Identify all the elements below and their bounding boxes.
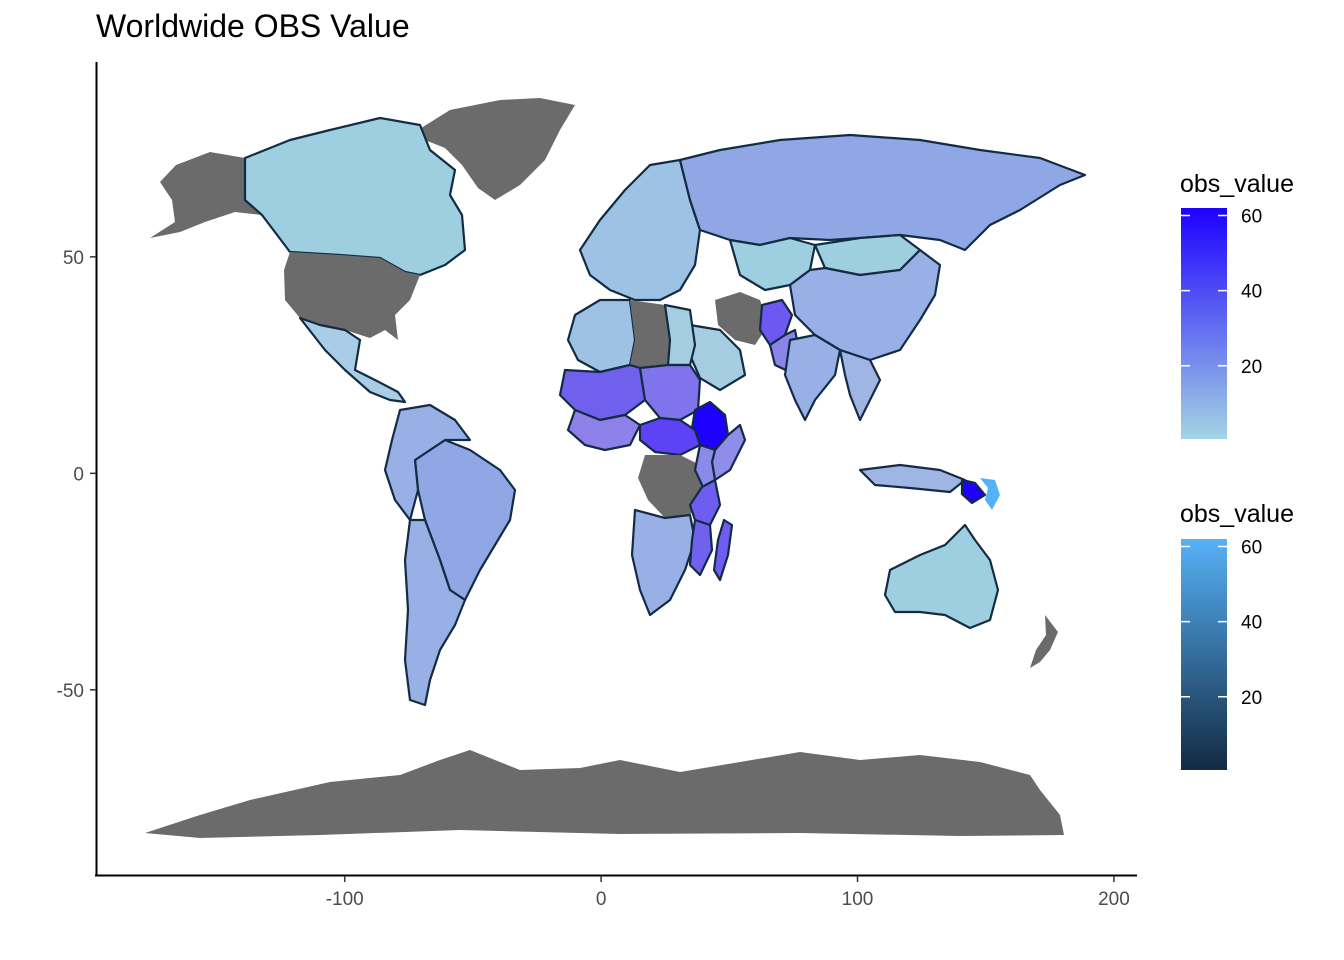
region-alaska — [150, 152, 262, 238]
region-india — [783, 333, 842, 422]
y-tick-label: -50 — [57, 681, 84, 702]
legend-1-break-label: 60 — [1241, 207, 1262, 228]
legend-1-break-label: 20 — [1241, 357, 1262, 378]
legend-2-ticks: 20 40 60 — [1181, 538, 1262, 709]
region-png-islands — [980, 478, 1000, 510]
legend-fill-scale-2: obs_value 20 40 60 — [1180, 500, 1294, 770]
region-antarctica — [145, 750, 1064, 838]
legend-fill-scale-1: obs_value 20 40 60 — [1180, 170, 1294, 439]
region-west-africa — [566, 408, 642, 452]
region-papua-new-guinea — [960, 478, 987, 505]
region-europe — [578, 158, 702, 302]
region-united-states — [284, 252, 420, 340]
region-argentina-chile — [403, 518, 467, 707]
region-mexico — [298, 316, 407, 404]
x-tick-label: 200 — [1098, 889, 1130, 910]
legend-1-break-label: 40 — [1241, 282, 1262, 303]
legend-2-title: obs_value — [1180, 500, 1294, 528]
legend-1-colorbar — [1181, 208, 1227, 439]
region-southeast-asia — [838, 348, 882, 422]
legend-2-break-label: 40 — [1241, 613, 1262, 634]
y-ticks: -50 0 50 — [57, 248, 96, 702]
x-tick-label: -100 — [326, 889, 364, 910]
region-egypt — [663, 303, 697, 367]
x-tick-label: 0 — [596, 889, 607, 910]
legend-2-break-label: 60 — [1241, 538, 1262, 559]
region-dr-congo — [638, 455, 702, 518]
region-russia — [678, 133, 1087, 252]
region-greenland — [418, 98, 575, 200]
region-iran — [715, 292, 768, 345]
y-tick-label: 0 — [73, 464, 84, 485]
region-madagascar — [712, 518, 734, 582]
region-mozambique — [688, 518, 714, 577]
region-north-africa-west — [566, 298, 637, 374]
region-libya — [630, 300, 670, 368]
region-new-zealand — [1030, 615, 1058, 668]
legend-2-colorbar — [1181, 539, 1227, 770]
region-indonesia — [858, 463, 967, 494]
region-australia — [883, 523, 1000, 630]
x-ticks: -100 0 100 200 — [326, 876, 1130, 910]
legend-1-ticks: 20 40 60 — [1181, 207, 1262, 378]
x-tick-label: 100 — [842, 889, 874, 910]
legend-2-break-label: 20 — [1241, 688, 1262, 709]
region-angola-namibia — [630, 508, 697, 617]
region-chad-sudan — [638, 363, 702, 422]
legend-1-title: obs_value — [1180, 170, 1294, 198]
y-tick-label: 50 — [63, 248, 84, 269]
region-central-africa — [638, 416, 702, 457]
map-land-layer — [145, 98, 1087, 838]
plot-title: Worldwide OBS Value — [96, 8, 410, 44]
axes: -50 0 50 -100 0 100 200 — [57, 62, 1137, 910]
region-colombia-peru — [383, 403, 472, 522]
region-mali-niger — [558, 363, 647, 422]
